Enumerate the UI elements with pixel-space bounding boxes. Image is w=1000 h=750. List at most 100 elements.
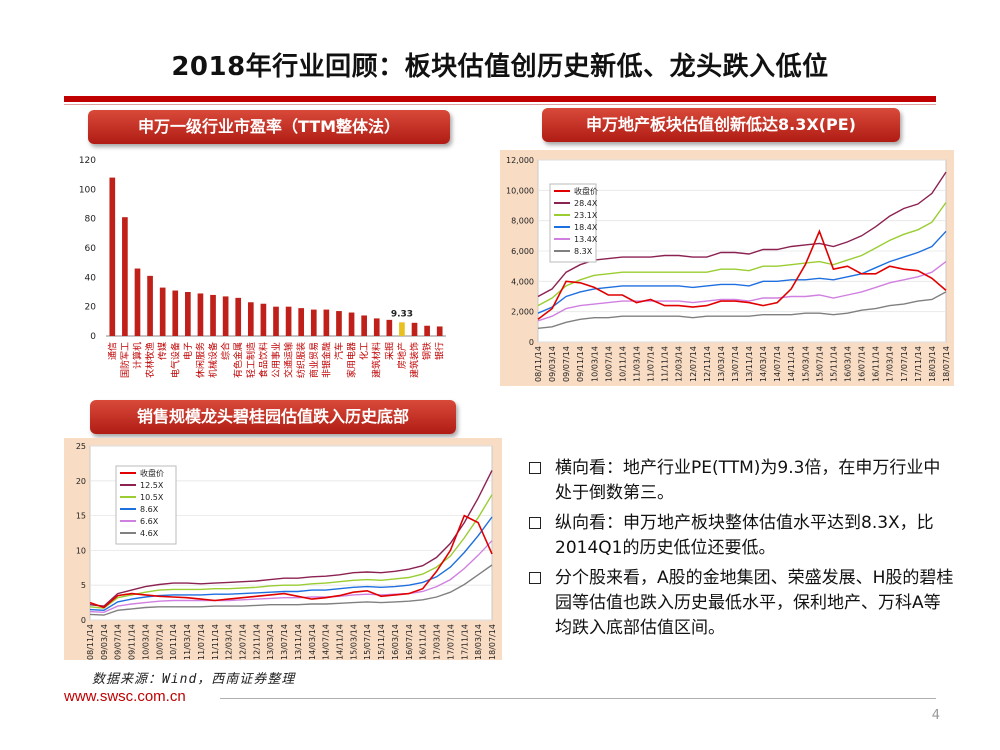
x-tick-label: 09/11/14 [128, 624, 137, 660]
x-tick-label: 12/07/14 [689, 346, 698, 382]
category-label: 钢铁 [421, 342, 433, 360]
legend-box [549, 183, 597, 263]
page-number: 4 [931, 708, 940, 723]
y-tick-label: 120 [79, 156, 96, 166]
x-tick-label: 15/07/14 [363, 624, 372, 660]
bar-纺织服装 [298, 308, 305, 336]
bar-化工 [361, 315, 367, 336]
legend-label: 12.5X [140, 481, 164, 490]
bullet-text: 分个股来看，A股的金地集团、荣盛发展、H股的碧桂园等估值也跌入历史最低水平，保利… [555, 568, 954, 638]
category-label: 建筑材料 [371, 342, 383, 378]
series-line-收盘价 [537, 229, 947, 320]
bullet-stocks: 分个股来看，A股的金地集团、荣盛发展、H股的碧桂园等估值也跌入历史最低水平，保利… [525, 566, 955, 641]
x-tick-label: 12/07/14 [238, 624, 247, 660]
highlight-data-label: 9.33 [391, 309, 413, 319]
x-tick-label: 10/03/14 [141, 624, 150, 660]
footer-url[interactable]: www.swsc.com.cn [64, 688, 186, 705]
category-label: 综合 [220, 342, 232, 360]
y-tick-label: 8,000 [511, 217, 534, 226]
bar-有色金属 [235, 297, 242, 336]
category-label: 家用电器 [346, 342, 358, 378]
bar-电子 [185, 292, 191, 336]
category-label: 通信 [106, 342, 118, 360]
bar-国防军工 [122, 217, 128, 336]
x-tick-label: 13/07/14 [280, 624, 289, 660]
x-tick-label: 10/07/14 [604, 346, 613, 382]
legend-label: 8.6X [140, 505, 159, 514]
category-label: 商业贸易 [308, 342, 320, 378]
x-tick-label: 17/11/14 [914, 346, 923, 382]
bar-综合 [222, 296, 229, 336]
x-tick-label: 18/07/14 [942, 346, 951, 382]
x-tick-label: 09/03/14 [100, 624, 109, 660]
bar-食品饮料 [260, 303, 267, 336]
checkbox-bullet-icon [529, 572, 541, 584]
category-label: 轻工制造 [245, 342, 257, 378]
x-tick-label: 16/03/14 [844, 346, 853, 382]
legend-label: 28.4X [574, 199, 598, 208]
x-tick-label: 14/03/14 [759, 346, 768, 382]
series-line-23.1X [537, 202, 947, 307]
y-tick-label: 0 [529, 338, 534, 347]
bar-银行 [436, 326, 443, 336]
y-tick-label: 6,000 [511, 247, 534, 256]
category-label: 纺织服装 [295, 342, 307, 378]
category-label: 化工 [358, 342, 370, 360]
checkbox-bullet-icon [529, 462, 541, 474]
x-tick-label: 17/03/14 [433, 624, 442, 660]
bar-计算机 [134, 268, 141, 336]
title-rule [64, 96, 936, 102]
sector-chart-banner: 申万地产板块估值创新低达8.3X(PE) [542, 108, 900, 142]
category-label: 有色金属 [232, 342, 244, 378]
series-line-18.4X [537, 230, 947, 314]
x-tick-label: 14/03/14 [308, 624, 317, 660]
y-tick-label: 10 [76, 546, 86, 555]
sector-pe-band-svg: 0 2,000 4,000 6,000 8,000 10,000 12,000 08/11/1… [506, 156, 951, 382]
country-garden-pe-band-chart: 0 5 10 15 20 25 08/11/14 09/03/14 09/07/14 09/11/… [64, 438, 502, 660]
category-label: 国防军工 [119, 342, 131, 378]
category-label: 食品饮料 [257, 342, 269, 378]
x-tick-label: 09/11/14 [576, 346, 585, 382]
category-label: 银行 [434, 342, 446, 360]
x-tick-label: 16/03/14 [391, 624, 400, 660]
x-tick-label: 12/03/14 [225, 624, 234, 660]
category-label: 房地产 [396, 342, 408, 369]
series-line-12.5X [89, 470, 493, 607]
legend-label: 收盘价 [574, 186, 598, 196]
x-tick-label: 13/11/14 [294, 624, 303, 660]
page-title: 2018年行业回顾：板块估值创历史新低、龙头跌入低位 [171, 52, 829, 82]
x-tick-label: 11/07/14 [647, 346, 656, 382]
x-tick-label: 15/03/14 [801, 346, 810, 382]
series-line-28.4X [537, 171, 947, 298]
y-tick-label: 0 [81, 616, 86, 625]
source-note: 数据来源：Wind，西南证券整理 [92, 672, 296, 687]
x-tick-label: 11/03/14 [632, 346, 641, 382]
legend-label: 4.6X [140, 529, 159, 538]
x-tick-label: 14/11/14 [336, 624, 345, 660]
x-tick-label: 08/11/14 [86, 624, 95, 660]
category-label: 交通运输 [283, 342, 295, 378]
y-tick-label: 15 [76, 512, 86, 521]
x-tick-label: 09/07/14 [562, 346, 571, 382]
category-label: 计算机 [131, 342, 143, 369]
legend-box [115, 465, 177, 545]
x-tick-label: 12/11/14 [252, 624, 261, 660]
y-tick-label: 10,000 [506, 186, 534, 195]
x-tick-label: 15/03/14 [349, 624, 358, 660]
bar-家用电器 [348, 312, 355, 336]
bar-农林牧渔 [147, 275, 153, 336]
legend-label: 10.5X [140, 493, 164, 502]
checkbox-bullet-icon [529, 517, 541, 529]
x-tick-label: 16/11/14 [872, 346, 881, 382]
x-tick-label: 16/07/14 [405, 624, 414, 660]
x-tick-label: 13/03/14 [717, 346, 726, 382]
y-tick-label: 2,000 [511, 308, 534, 317]
bar-建筑材料 [373, 318, 380, 336]
industry-pe-bar-svg: 0 20 40 60 80 100 120 通信 国防军工 计算机 农林牧渔 传媒 电气设备 电子 休闲服务… [79, 156, 446, 378]
y-tick-label: 5 [81, 581, 86, 590]
x-tick-label: 13/07/14 [731, 346, 740, 382]
legend-label: 23.1X [574, 211, 598, 220]
bar-交通运输 [285, 306, 292, 336]
series-line-8.3X [537, 291, 947, 329]
x-tick-label: 08/11/14 [534, 346, 543, 382]
